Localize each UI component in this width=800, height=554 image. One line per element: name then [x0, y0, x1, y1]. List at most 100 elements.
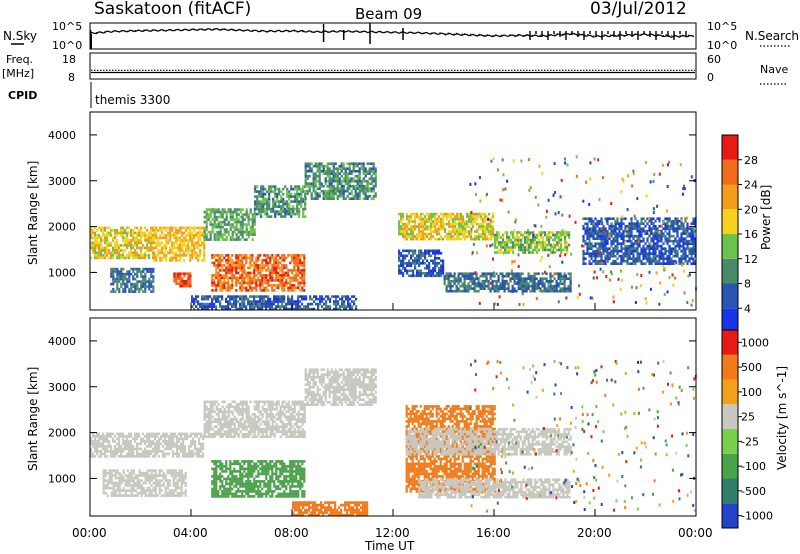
data-cell [428, 237, 431, 241]
data-cell [267, 289, 270, 292]
data-cell [225, 254, 228, 257]
data-cell [682, 254, 685, 258]
data-cell [275, 295, 278, 298]
data-cell [560, 243, 563, 247]
data-cell [157, 236, 160, 240]
data-cell [134, 282, 137, 286]
data-cell [548, 241, 551, 244]
data-cell [550, 236, 553, 239]
data-cell [263, 266, 266, 270]
data-cell [519, 282, 522, 285]
data-cell [434, 254, 437, 258]
data-cell [165, 236, 168, 240]
data-cell [104, 445, 107, 448]
data-cell [457, 279, 460, 283]
data-cell [219, 279, 222, 282]
data-cell [564, 238, 567, 242]
data-cell [233, 264, 236, 267]
data-cell [486, 192, 488, 196]
data-cell [181, 241, 184, 245]
data-cell [219, 225, 222, 229]
data-cell [104, 437, 107, 441]
data-cell [432, 220, 435, 223]
data-cell [684, 237, 687, 240]
data-cell [354, 194, 357, 198]
data-cell [554, 212, 557, 216]
data-cell [98, 236, 101, 240]
data-cell [604, 262, 607, 265]
data-cell [488, 225, 491, 228]
data-cell [108, 226, 111, 230]
data-cell [518, 241, 521, 244]
data-cell [257, 284, 260, 287]
data-cell [144, 256, 147, 260]
data-cell [477, 277, 480, 280]
data-cell [229, 261, 232, 265]
data-cell [94, 254, 97, 257]
data-cell [336, 197, 339, 200]
data-cell [483, 287, 486, 290]
data-cell [296, 205, 299, 208]
data-cell [132, 234, 135, 237]
data-cell [668, 234, 671, 238]
data-cell [544, 243, 547, 247]
data-cell [642, 257, 645, 260]
data-cell [207, 213, 210, 216]
data-cell [680, 249, 683, 253]
data-cell [538, 233, 541, 237]
data-cell [277, 297, 280, 301]
data-cell [612, 247, 615, 250]
data-cell [110, 272, 113, 276]
data-cell [349, 307, 352, 311]
data-cell [398, 267, 401, 270]
data-cell [592, 222, 594, 226]
data-cell [295, 279, 298, 282]
data-cell [642, 252, 645, 255]
data-cell [289, 289, 292, 292]
data-cell [264, 207, 267, 211]
data-cell [308, 164, 311, 168]
data-cell [366, 162, 369, 165]
freq-left-tick-bottom: 8 [68, 71, 75, 84]
data-cell [537, 284, 540, 288]
data-cell [295, 269, 298, 272]
data-cell [265, 286, 268, 290]
data-cell [227, 269, 230, 272]
data-cell [586, 227, 589, 230]
data-cell [134, 440, 137, 443]
data-cell [287, 281, 290, 285]
data-cell [632, 237, 635, 240]
data-cell [628, 222, 631, 225]
data-cell [496, 302, 499, 306]
data-cell [284, 200, 287, 203]
data-cell [515, 274, 518, 278]
data-cell [122, 254, 125, 257]
data-cell [279, 295, 282, 298]
data-cell [638, 227, 641, 230]
data-cell [122, 432, 125, 436]
data-cell [225, 218, 228, 221]
data-cell [96, 450, 99, 453]
data-cell [539, 289, 542, 293]
data-cell [442, 237, 445, 241]
data-cell [277, 259, 280, 262]
data-cell [332, 179, 335, 183]
data-cell [153, 246, 156, 250]
data-cell [211, 305, 214, 308]
data-cell [406, 237, 409, 241]
data-cell [474, 235, 477, 238]
data-cell [235, 305, 238, 308]
data-cell [593, 157, 596, 161]
data-cell [94, 437, 97, 441]
data-cell [155, 231, 158, 235]
data-cell [241, 307, 244, 311]
data-cell [316, 164, 319, 168]
data-cell [303, 264, 306, 267]
data-cell [462, 235, 465, 238]
data-cell [636, 239, 639, 243]
data-cell [561, 289, 564, 293]
data-cell [483, 279, 486, 283]
data-cell [122, 442, 125, 446]
data-cell [155, 254, 158, 257]
data-cell [436, 257, 439, 260]
